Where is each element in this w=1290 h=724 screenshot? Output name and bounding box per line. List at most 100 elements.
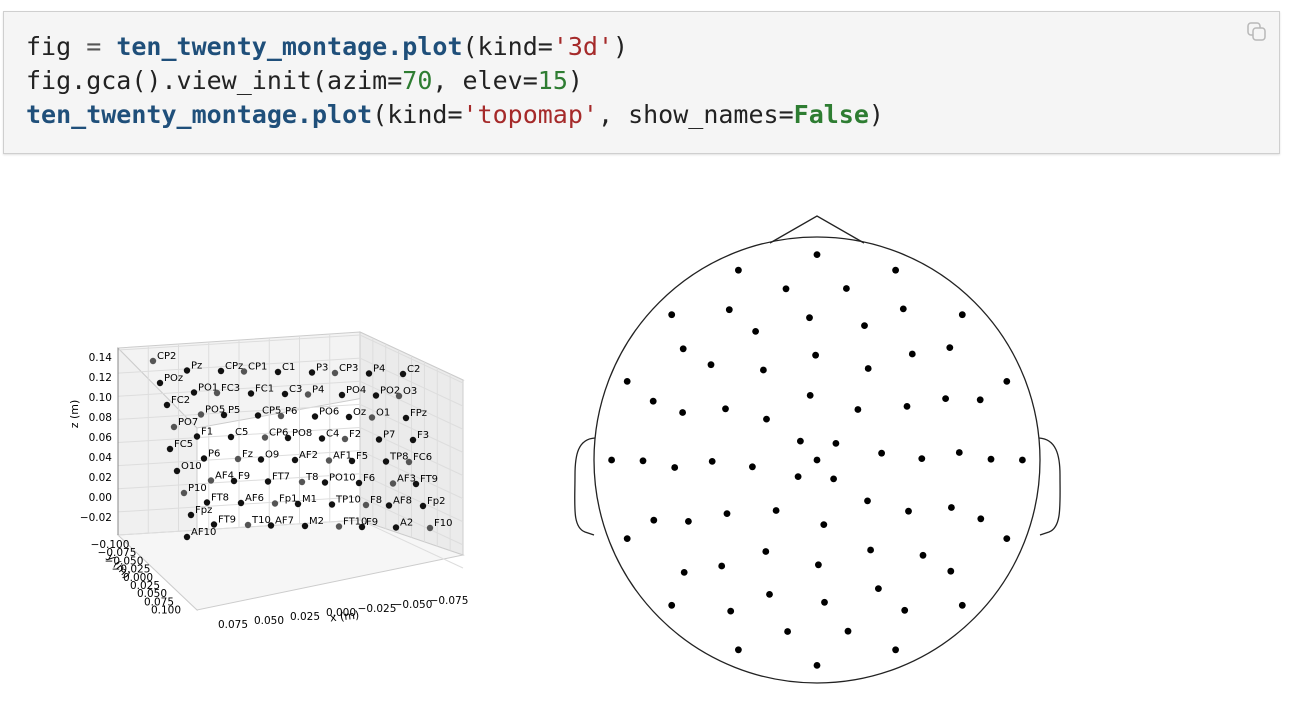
electrode-label-3d: CP1 xyxy=(248,362,267,373)
electrode-point-3d xyxy=(419,502,427,510)
electrode-point-3d xyxy=(348,457,356,465)
electrode-point-3d xyxy=(294,500,302,508)
electrode-point-3d xyxy=(247,390,255,397)
code-token: ) xyxy=(567,66,583,95)
head-outline xyxy=(593,236,1041,684)
copy-button[interactable] xyxy=(1245,20,1269,44)
electrode-label-3d: FC3 xyxy=(221,383,240,394)
y-tick-label: 0.050 xyxy=(137,588,167,600)
electrode-label-3d: P7 xyxy=(383,430,395,441)
electrode-label-3d: FC6 xyxy=(413,452,432,463)
electrode-point-3d xyxy=(358,523,366,531)
electrode-label-3d: PO5 xyxy=(205,405,225,416)
electrode-point xyxy=(707,361,715,369)
electrode-label-3d: O10 xyxy=(181,461,202,472)
electrode-point xyxy=(1003,535,1011,542)
electrode-point-3d xyxy=(301,522,309,530)
electrode-label-3d: AF10 xyxy=(191,527,216,538)
electrode-point-3d xyxy=(267,522,275,529)
electrode-point-3d xyxy=(271,500,279,507)
electrode-point xyxy=(987,455,995,463)
y-tick-label: 0.100 xyxy=(151,605,181,617)
electrode-label-3d: PO8 xyxy=(292,428,312,439)
electrode-point xyxy=(752,328,759,335)
electrode-label-3d: AF3 xyxy=(397,474,416,485)
electrode-point xyxy=(905,507,912,515)
electrode-label-3d: P4 xyxy=(312,385,324,396)
electrode-point-3d xyxy=(163,401,171,409)
y-tick-label: −0.050 xyxy=(105,555,144,567)
electrode-point-3d xyxy=(166,445,174,453)
electrode-point xyxy=(623,535,631,542)
electrode-point xyxy=(948,504,955,511)
electrode-label-3d: Pz xyxy=(191,361,202,372)
electrode-points-3d: CP2 Pz CPz CP1 C1 P3 CP3 P4 C2 POz PO1 FC3 FC1 C3 P4 PO… xyxy=(149,351,452,541)
electrode-point xyxy=(815,561,822,569)
electrode-point-3d xyxy=(284,434,292,442)
electrode-point xyxy=(668,311,676,319)
electrode-point xyxy=(875,585,882,592)
electrode-point xyxy=(908,350,916,358)
code-cell[interactable]: fig = ten_twenty_montage.plot(kind='3d')… xyxy=(3,11,1280,154)
electrode-point xyxy=(806,392,814,399)
electrode-point xyxy=(864,365,872,372)
electrode-point-3d xyxy=(244,521,252,529)
electrode-label-3d: PO7 xyxy=(178,417,198,428)
electrode-label-3d: PO10 xyxy=(329,473,356,484)
electrode-point-3d xyxy=(180,489,188,497)
code-token: (kind= xyxy=(462,32,553,61)
electrode-point-3d xyxy=(197,411,205,418)
electrode-point-3d xyxy=(325,457,333,464)
electrode-point xyxy=(919,551,927,559)
electrode-point xyxy=(794,473,802,480)
electrode-point-3d xyxy=(210,521,218,528)
electrode-point-3d xyxy=(291,456,299,464)
electrode-point-3d xyxy=(402,414,410,422)
electrode-point-3d xyxy=(341,435,349,443)
electrode-label-3d: Fp2 xyxy=(427,496,445,507)
z-axis-label: z (m) xyxy=(68,400,81,429)
electrode-point-3d xyxy=(190,389,198,396)
electrode-point-3d xyxy=(227,433,235,441)
z-tick-label: 0.12 xyxy=(89,372,112,384)
x-tick-label: 0.000 xyxy=(326,607,356,619)
electrode-point xyxy=(958,601,966,609)
electrode-point-3d xyxy=(304,391,312,398)
electrode-point xyxy=(892,266,899,274)
electrode-point-3d xyxy=(392,524,400,531)
z-tick-label: 0.00 xyxy=(89,492,112,504)
electrode-point-3d xyxy=(170,423,178,431)
electrode-point xyxy=(977,515,985,523)
electrode-label-3d: C3 xyxy=(289,384,302,395)
electrode-label-3d: AF1 xyxy=(333,451,352,462)
code-token: 'topomap' xyxy=(462,100,598,129)
z-tick-label: −0.02 xyxy=(80,512,112,524)
electrode-point xyxy=(782,285,790,293)
electrode-label-3d: O9 xyxy=(265,450,279,461)
code-token: ten_twenty_montage.plot xyxy=(116,32,463,61)
electrode-point xyxy=(947,567,955,575)
electrode-point-3d xyxy=(274,368,282,376)
electrode-point-3d xyxy=(368,414,376,421)
electrode-point xyxy=(903,403,911,410)
electrode-point-3d xyxy=(264,478,272,485)
electrode-label-3d: C1 xyxy=(282,362,295,373)
electrode-point xyxy=(760,366,767,374)
electrode-label-3d: C4 xyxy=(326,429,339,440)
z-tick-label: 0.10 xyxy=(89,392,112,404)
electrode-point-3d xyxy=(331,369,339,377)
electrode-point xyxy=(772,507,780,514)
code-token: , elev= xyxy=(432,66,538,95)
code-token: , show_names= xyxy=(597,100,794,129)
z-tick-label: 0.02 xyxy=(89,472,112,484)
electrode-point-3d xyxy=(328,501,336,508)
electrode-label-3d: F6 xyxy=(363,473,375,484)
electrode-point-3d xyxy=(173,467,181,475)
z-tick-label: 0.06 xyxy=(89,432,113,444)
electrode-point xyxy=(813,456,821,464)
electrode-point-3d xyxy=(405,458,413,466)
electrode-label-3d: AF8 xyxy=(393,496,412,507)
code-editor[interactable]: fig = ten_twenty_montage.plot(kind='3d')… xyxy=(26,30,884,132)
y-tick-label: −0.075 xyxy=(98,547,137,559)
code-token: 70 xyxy=(402,66,433,95)
